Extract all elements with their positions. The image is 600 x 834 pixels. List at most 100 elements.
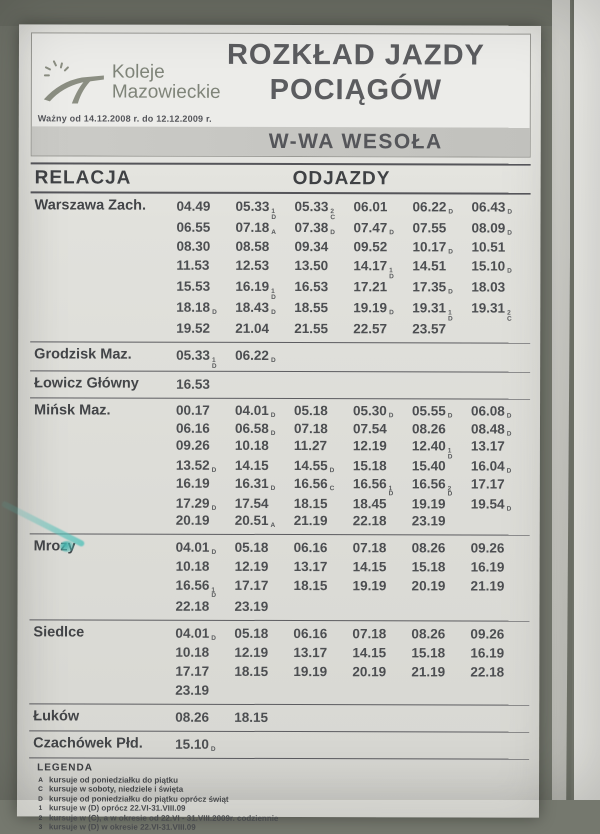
departure-time: 15.53 <box>176 277 235 298</box>
departure-time: 07.18 <box>352 624 411 643</box>
time-marker: D <box>448 209 453 215</box>
departure-time: 20.19 <box>352 662 411 681</box>
departure-time: 17.21 <box>353 277 412 298</box>
departure-time: 04.49 <box>177 197 236 218</box>
poster-header: Koleje Mazowieckie ROZKŁAD JAZDY POCIĄGÓ… <box>31 32 531 157</box>
station-name: Łuków <box>29 707 175 726</box>
departure-time: 08.30 <box>176 237 235 256</box>
departure-time: 15.18 <box>411 643 470 662</box>
time-marker: D <box>448 289 453 295</box>
departure-time: 18.15 <box>234 661 293 680</box>
departure-time: 09.26 <box>471 538 530 557</box>
departure-time: 22.18 <box>175 596 234 615</box>
time-marker: D <box>271 430 276 436</box>
departure-time: 15.18 <box>353 457 412 475</box>
legend-text: kursuje od poniedziałku do piątku <box>49 775 178 785</box>
legend-marker: C <box>37 785 44 795</box>
station-name: Mińsk Maz. <box>30 401 176 529</box>
departure-time: 19.19 <box>353 576 412 597</box>
departure-times: 16.53 <box>176 375 530 395</box>
time-marker: D <box>212 310 217 316</box>
departure-time: 18.55 <box>294 298 353 319</box>
departure-time: 17.17 <box>471 475 530 495</box>
departure-time: 10.18 <box>175 642 234 661</box>
departure-time: 06.16 <box>176 419 235 437</box>
legend-text: kursuje od poniedziałku do piątku oprócz… <box>49 794 229 804</box>
time-marker: D <box>271 413 276 419</box>
departure-time: 21.19 <box>294 512 353 530</box>
departure-time: 11.53 <box>176 256 235 277</box>
table-header-row: RELACJA ODJAZDY <box>31 162 531 194</box>
departure-time: 07.18 <box>294 420 353 438</box>
departure-time: 06.16 <box>294 538 353 557</box>
station-name: Siedlce <box>29 623 175 699</box>
station-name: Mrozy <box>29 537 175 615</box>
time-marker: D <box>330 230 335 236</box>
time-marker: D <box>271 358 276 364</box>
departure-time: 12.19 <box>234 642 293 661</box>
title-line2: POCIĄGÓW <box>188 73 524 109</box>
departure-time: 17.54 <box>235 494 294 512</box>
departure-time: 13.17 <box>471 438 530 458</box>
departure-time: 16.19 <box>471 557 530 576</box>
time-marker: D <box>507 210 512 216</box>
time-marker: D <box>211 549 216 555</box>
departure-time: 05.18 <box>235 537 294 556</box>
display-case-frame-top <box>0 0 558 26</box>
legend-text: kursuje w soboty, niedziele i święta <box>49 784 183 794</box>
times-line: 23.19 <box>175 680 529 700</box>
departure-time: 18.45 <box>353 495 412 513</box>
departure-time: 14.15 <box>353 557 412 576</box>
timetable-poster: Koleje Mazowieckie ROZKŁAD JAZDY POCIĄGÓ… <box>17 24 541 817</box>
departure-time: 08.26 <box>411 624 470 643</box>
departure-time: 16.53 <box>176 375 235 394</box>
time-marker: D <box>330 468 335 474</box>
station-name: Warszawa Zach. <box>30 196 176 337</box>
time-marker: D <box>507 506 512 512</box>
departure-time: 10.18 <box>176 556 235 575</box>
departure-time: 12.19 <box>235 556 294 575</box>
departure-time: 15.18 <box>412 557 471 576</box>
departure-time: 20.19 <box>176 512 235 530</box>
departure-time: 22.18 <box>470 662 529 681</box>
station-name: Czachówek Płd. <box>29 734 175 753</box>
departure-time: 07.18 <box>353 538 412 557</box>
sun-swoosh-logo-icon <box>42 59 106 105</box>
departure-time: 09.26 <box>470 624 529 643</box>
station-name: Łowicz Główny <box>30 374 176 393</box>
departure-time: 19.19 <box>412 495 471 513</box>
time-marker: D <box>448 413 453 419</box>
